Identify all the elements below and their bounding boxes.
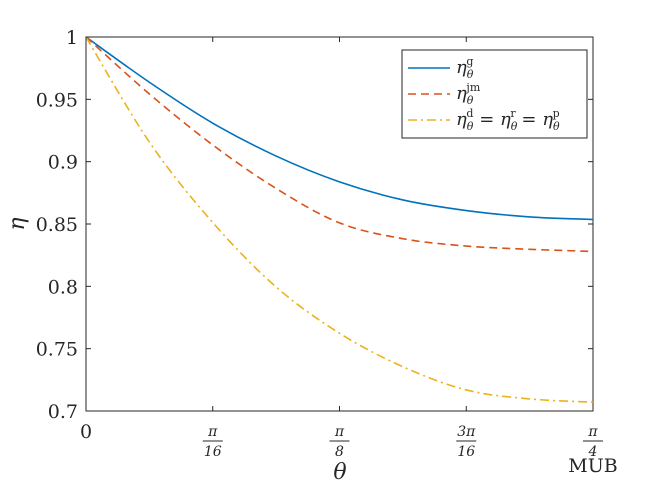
series-line-2	[85, 36, 594, 253]
x-extra-label-mub: MUB	[568, 455, 617, 477]
x-tick-denominator: 16	[204, 444, 222, 460]
y-tick-label: 0.9	[48, 152, 78, 174]
legend-superscript: jm	[464, 81, 480, 94]
x-tick-label: 0	[80, 421, 92, 443]
legend-superscript: d	[466, 107, 473, 120]
legend-text-part: =	[516, 109, 543, 130]
x-tick-fraction: π8	[329, 424, 350, 460]
legend-subscript: θ	[553, 120, 560, 133]
x-tick-denominator: 4	[588, 444, 598, 460]
y-tick-label: 0.7	[48, 401, 78, 423]
legend-text-part: η	[456, 57, 467, 78]
x-tick-fraction: π 16	[202, 424, 223, 460]
legend-text-part: η	[456, 83, 467, 104]
x-tick-denominator: 8	[335, 444, 344, 460]
legend-text-part: η	[542, 109, 553, 130]
legend-text-part: =	[473, 109, 500, 130]
legend-subscript: θ	[511, 120, 518, 133]
legend-subscript: θ	[467, 94, 474, 107]
legend-entry-1: ηθg	[456, 55, 474, 81]
legend-superscript: r	[510, 107, 516, 120]
x-tick-denominator: 16	[457, 444, 475, 460]
x-tick-numerator: π	[334, 424, 345, 440]
y-tick-label: 0.85	[36, 214, 78, 236]
legend-superscript: g	[466, 55, 473, 68]
legend-superscript: p	[553, 107, 560, 120]
x-axis-label: θ	[333, 460, 346, 485]
y-tick-label: 0.8	[48, 276, 78, 298]
series-layer	[85, 36, 594, 403]
legend-text-part: η	[456, 109, 467, 130]
legend-subscript: θ	[467, 120, 474, 133]
x-tick-numerator: 3π	[457, 424, 476, 440]
y-axis-label: η	[5, 217, 30, 230]
legend-subscript: θ	[467, 68, 474, 81]
y-tick-label: 1	[66, 27, 78, 49]
legend-box	[401, 49, 588, 139]
series-line-1	[85, 36, 594, 221]
legend-text-part: η	[500, 109, 511, 130]
series-line-3	[85, 36, 594, 403]
legend-entry-3: ηθd = ηθr = ηθp	[456, 107, 560, 133]
x-tick-numerator: π	[587, 424, 598, 440]
legend-entry-2: ηθjm	[456, 81, 481, 107]
x-tick-numerator: π	[207, 424, 218, 440]
x-tick-fraction: π4	[583, 424, 603, 460]
y-tick-label: 0.75	[36, 339, 78, 361]
y-tick-label: 0.95	[36, 89, 78, 111]
